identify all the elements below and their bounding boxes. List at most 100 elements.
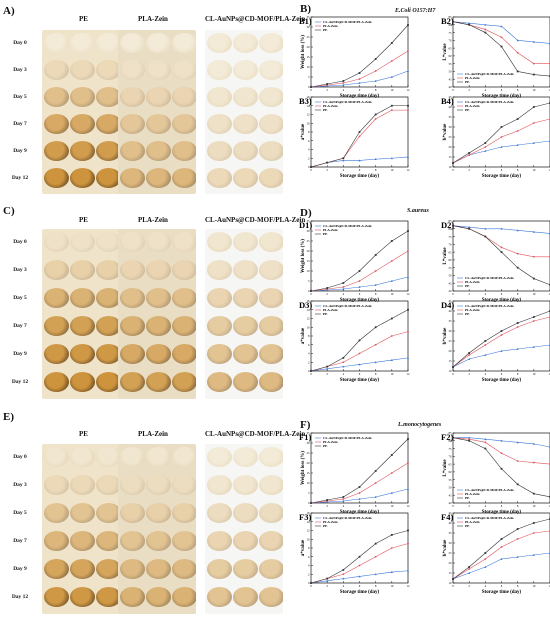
y-tick-label: 30: [449, 541, 453, 545]
data-point: [532, 122, 535, 124]
series-line: [310, 24, 409, 88]
mushroom-photo: [96, 114, 120, 134]
data-point: [326, 499, 329, 501]
data-point: [390, 317, 393, 320]
data-point: [358, 81, 361, 84]
x-axis-label: Storage time (day): [482, 298, 522, 303]
data-point: [374, 361, 377, 364]
mushroom-photo: [44, 260, 69, 280]
mushroom-photo: [120, 33, 145, 53]
organism-title-b: E.Coli O157:H7: [395, 8, 436, 14]
day-label: Day 5: [13, 295, 27, 301]
photo-block-pe: [42, 30, 120, 194]
x-axis-label: Storage time (day): [340, 94, 380, 99]
mushroom-photo: [172, 60, 196, 80]
mushroom-photo: [44, 316, 69, 336]
legend-entry: PLA-Zein: [465, 520, 480, 524]
mushroom-photo: [70, 372, 95, 392]
y-tick-label: 60: [449, 470, 453, 474]
x-tick-label: 12: [549, 88, 550, 92]
data-point: [358, 135, 361, 138]
panel-letter-d: D): [300, 207, 312, 219]
series-line: [452, 21, 550, 64]
x-tick-label: 2: [468, 292, 470, 296]
x-tick-label: 0: [452, 292, 454, 296]
x-tick-label: 4: [343, 504, 345, 508]
y-tick-label: 25: [449, 551, 453, 555]
legend-entry: PE: [323, 108, 328, 112]
series-line: [452, 21, 550, 77]
chart-label: D4): [441, 300, 454, 310]
data-point: [407, 542, 409, 545]
mushroom-photo: [207, 372, 232, 392]
mushroom-photo: [207, 447, 232, 467]
y-tick-label: 6: [308, 139, 310, 143]
mushroom-photo: [233, 141, 258, 161]
mushroom-photo: [172, 559, 196, 579]
data-point: [468, 23, 471, 26]
mushroom-photo: [120, 232, 145, 252]
mushroom-photo: [96, 168, 120, 188]
mushroom-photo: [146, 288, 171, 308]
data-point: [358, 555, 361, 558]
mushroom-photo: [233, 344, 258, 364]
mushroom-photo: [233, 288, 258, 308]
y-tick-label: 40: [449, 521, 453, 525]
y-tick-label: 75: [449, 447, 453, 451]
mushroom-photo: [233, 475, 258, 495]
y-tick-label: 35: [307, 15, 311, 19]
data-point: [390, 533, 393, 536]
data-point: [358, 72, 361, 74]
chart-d3: D3) 0 2 4 6 8 10 12 14 16 0 2 4 6 8 10 12 Storage time (d…: [297, 297, 412, 383]
day-label: Day 5: [13, 94, 27, 100]
data-point: [516, 229, 519, 232]
y-tick-label: 45: [449, 511, 453, 515]
y-tick-label: 30: [307, 441, 311, 445]
y-tick-label: 35: [449, 531, 453, 535]
legend-entry: CL-AuNPs@CD-MOF/PLA-Zein: [323, 436, 372, 440]
data-point: [358, 486, 361, 488]
y-tick-label: 65: [449, 462, 453, 466]
mushroom-photo: [96, 60, 120, 80]
data-point: [326, 577, 329, 580]
y-tick-label: 40: [449, 85, 453, 89]
data-point: [358, 363, 361, 366]
photo-panel-e: E) PE PLA-Zein CL-AuNPs@CD-MOF/PLA-Zein …: [0, 411, 305, 614]
y-tick-label: 15: [307, 55, 311, 59]
data-point: [516, 483, 519, 486]
mushroom-photo: [233, 559, 258, 579]
y-tick-label: 50: [449, 486, 453, 490]
mushroom-photo: [233, 260, 258, 280]
mushroom-photo: [207, 288, 232, 308]
data-point: [342, 80, 345, 82]
data-point: [516, 39, 519, 42]
data-point: [484, 353, 487, 356]
x-tick-label: 4: [343, 584, 345, 588]
header-pe: PE: [79, 15, 88, 23]
data-point: [374, 555, 377, 558]
mushroom-photo: [259, 260, 283, 280]
data-point: [390, 60, 393, 62]
data-point: [468, 227, 471, 230]
mushroom-photo: [44, 447, 69, 467]
data-point: [390, 260, 393, 262]
mushroom-photo: [259, 288, 283, 308]
legend-entry: CL-AuNPs@CD-MOF/PLA-Zein: [465, 72, 514, 76]
mushroom-photo: [44, 531, 69, 551]
legend-entry: CL-AuNPs@CD-MOF/PLA-Zein: [465, 276, 514, 280]
data-point: [342, 356, 345, 359]
y-tick-label: 30: [449, 125, 453, 129]
y-tick-label: 85: [449, 15, 453, 19]
x-tick-label: 4: [343, 292, 345, 296]
chart-b4: B4) 10 15 20 25 30 35 40 45 0 2 4 6 8 10 12 Storage time…: [439, 93, 550, 179]
legend-entry: CL-AuNPs@CD-MOF/PLA-Zein: [323, 100, 372, 104]
data-point: [500, 557, 503, 560]
x-tick-label: 0: [452, 88, 454, 92]
data-point: [468, 226, 471, 229]
y-tick-label: 45: [449, 493, 453, 497]
y-tick-label: 6: [308, 555, 310, 559]
y-tick-label: 45: [449, 281, 453, 285]
day-label: Day 0: [13, 239, 27, 245]
mushroom-photo: [172, 260, 196, 280]
mushroom-photo: [146, 447, 171, 467]
